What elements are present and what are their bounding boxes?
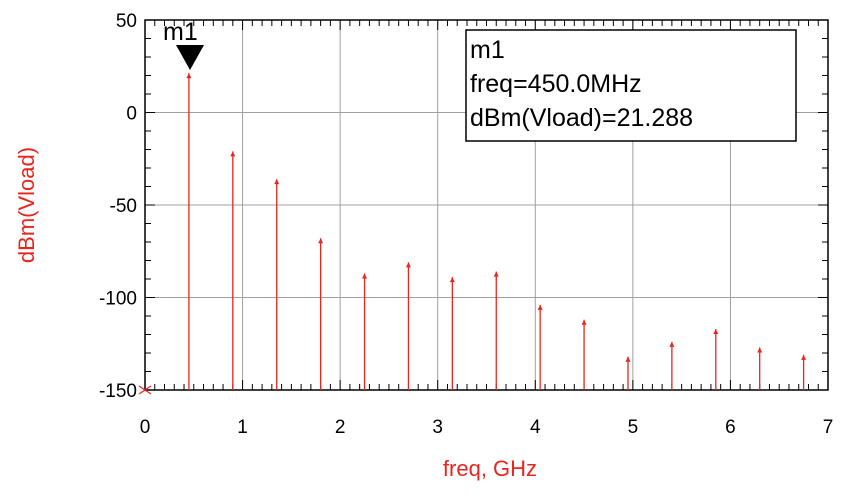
marker-readout-box: m1 freq=450.0MHz dBm(Vload)=21.288 [465, 29, 797, 142]
marker-m1[interactable]: m1 [163, 18, 204, 70]
x-tick-label: 1 [237, 417, 248, 438]
marker-readout-line-3: dBm(Vload)=21.288 [470, 104, 693, 132]
y-axis-title: dBm(Vload) [14, 147, 39, 263]
marker-readout-line-1: m1 [470, 36, 505, 64]
stem-head [362, 273, 368, 279]
stem-head [274, 179, 280, 185]
x-tick-label: 3 [432, 417, 443, 438]
marker-triangle-icon[interactable] [176, 45, 204, 70]
series-stems [138, 73, 807, 395]
stem-head [713, 328, 719, 334]
stem-head [757, 347, 763, 353]
stem-head [625, 356, 631, 362]
y-tick-label: 0 [126, 104, 137, 125]
stem-head [405, 262, 411, 268]
x-tick-label: 6 [725, 417, 736, 438]
stem-head [493, 271, 499, 277]
stem-head [318, 238, 324, 244]
stem-head [581, 319, 587, 325]
marker-readout-frame [465, 29, 797, 142]
x-axis-title: freq, GHz [443, 456, 537, 481]
tick-labels: 0 1 2 3 4 5 6 7 50 0 -50 -100 -150 [99, 11, 833, 438]
y-tick-label: -50 [110, 196, 137, 217]
stem-head [186, 73, 192, 79]
origin-marker [138, 385, 152, 395]
stem-head [801, 354, 807, 360]
y-tick-label: -100 [99, 289, 137, 310]
marker-readout-line-2: freq=450.0MHz [470, 70, 642, 98]
stem-head [449, 277, 455, 283]
x-tick-label: 2 [335, 417, 346, 438]
x-tick-label: 0 [140, 417, 151, 438]
y-tick-label: 50 [116, 11, 137, 32]
stem-head [230, 151, 236, 157]
stem-head [537, 304, 543, 310]
x-tick-label: 5 [628, 417, 639, 438]
x-tick-label: 4 [530, 417, 541, 438]
marker-name-label: m1 [163, 18, 198, 46]
stem-head [669, 341, 675, 347]
y-tick-label: -150 [99, 381, 137, 402]
x-tick-label: 7 [823, 417, 834, 438]
